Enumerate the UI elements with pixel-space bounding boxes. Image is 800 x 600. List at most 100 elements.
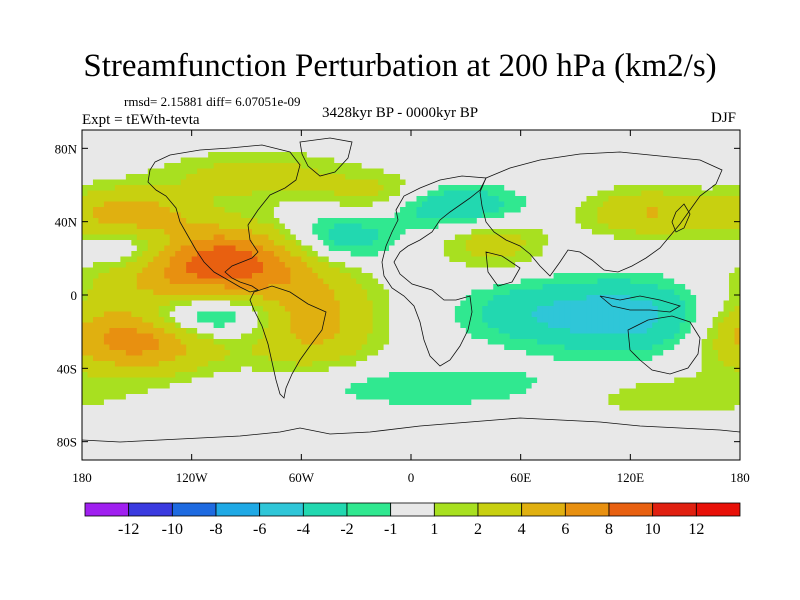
field-cell bbox=[268, 212, 275, 219]
field-cell bbox=[186, 311, 193, 318]
field-cell bbox=[685, 289, 692, 296]
field-cell bbox=[306, 311, 313, 318]
field-cell bbox=[685, 306, 692, 313]
field-cell bbox=[427, 168, 434, 175]
field-cell bbox=[120, 245, 127, 252]
field-cell bbox=[553, 223, 560, 230]
field-cell bbox=[723, 262, 730, 269]
field-cell bbox=[476, 311, 483, 318]
field-cell bbox=[526, 289, 533, 296]
field-cell bbox=[394, 179, 401, 186]
field-cell bbox=[175, 333, 182, 340]
field-cell bbox=[208, 289, 215, 296]
field-cell bbox=[164, 207, 171, 214]
field-cell bbox=[246, 207, 253, 214]
field-cell bbox=[339, 218, 346, 225]
field-cell bbox=[383, 256, 390, 263]
field-cell bbox=[586, 251, 593, 258]
field-cell bbox=[712, 157, 719, 164]
field-cell bbox=[679, 229, 686, 236]
field-cell bbox=[515, 317, 522, 324]
field-cell bbox=[147, 289, 154, 296]
field-cell bbox=[679, 273, 686, 280]
field-cell bbox=[98, 328, 105, 335]
field-cell bbox=[235, 295, 242, 302]
field-cell bbox=[438, 256, 445, 263]
field-cell bbox=[114, 355, 121, 362]
field-cell bbox=[701, 278, 708, 285]
field-cell bbox=[109, 201, 116, 208]
field-cell bbox=[158, 289, 165, 296]
field-cell bbox=[493, 311, 500, 318]
field-cell bbox=[262, 223, 270, 230]
field-cell bbox=[652, 267, 659, 274]
field-cell bbox=[509, 190, 516, 197]
field-cell bbox=[103, 185, 111, 192]
field-cell bbox=[400, 262, 407, 269]
field-cell bbox=[427, 179, 434, 186]
field-cell bbox=[136, 350, 143, 357]
field-cell bbox=[125, 328, 132, 335]
field-cell bbox=[718, 229, 725, 236]
field-cell bbox=[92, 328, 100, 335]
field-cell bbox=[262, 212, 270, 219]
field-cell bbox=[476, 251, 483, 258]
field-cell bbox=[531, 157, 538, 164]
field-cell bbox=[685, 284, 692, 291]
field-cell bbox=[427, 300, 434, 307]
field-cell bbox=[87, 179, 94, 186]
field-cell bbox=[570, 135, 577, 142]
field-cell bbox=[526, 130, 533, 137]
field-cell bbox=[213, 295, 220, 302]
field-cell bbox=[509, 300, 516, 307]
field-cell bbox=[246, 289, 253, 296]
field-cell bbox=[734, 157, 740, 164]
field-cell bbox=[306, 212, 313, 219]
field-cell bbox=[520, 163, 527, 170]
field-cell bbox=[509, 284, 516, 291]
field-cell bbox=[460, 174, 467, 181]
field-cell bbox=[734, 174, 740, 181]
field-cell bbox=[147, 245, 154, 252]
field-cell bbox=[142, 234, 149, 241]
field-cell bbox=[175, 234, 182, 241]
field-cell bbox=[668, 339, 675, 346]
field-cell bbox=[460, 278, 467, 285]
field-cell bbox=[657, 130, 664, 137]
field-cell bbox=[284, 196, 291, 203]
field-cell bbox=[131, 240, 138, 247]
field-cell bbox=[657, 218, 664, 225]
field-cell bbox=[591, 146, 599, 153]
field-cell bbox=[268, 234, 275, 241]
field-cell bbox=[257, 240, 264, 247]
field-cell bbox=[657, 234, 664, 241]
field-cell bbox=[443, 190, 450, 197]
field-cell bbox=[268, 223, 275, 230]
field-cell bbox=[169, 306, 176, 313]
field-cell bbox=[493, 300, 500, 307]
field-cell bbox=[219, 218, 226, 225]
field-cell bbox=[613, 267, 620, 274]
field-cell bbox=[690, 300, 697, 307]
field-cell bbox=[575, 229, 582, 236]
field-cell bbox=[619, 251, 626, 258]
field-cell bbox=[241, 196, 248, 203]
field-cell bbox=[586, 146, 593, 153]
field-cell bbox=[674, 251, 681, 258]
field-cell bbox=[367, 355, 374, 362]
field-cell bbox=[668, 344, 675, 351]
field-cell bbox=[241, 289, 248, 296]
field-cell bbox=[696, 130, 703, 137]
field-cell bbox=[273, 289, 280, 296]
field-cell bbox=[257, 322, 264, 329]
field-cell bbox=[641, 306, 648, 313]
field-cell bbox=[125, 163, 132, 170]
field-cell bbox=[394, 300, 401, 307]
field-cell bbox=[345, 190, 352, 197]
field-cell bbox=[208, 284, 215, 291]
field-cell bbox=[586, 350, 593, 357]
field-cell bbox=[624, 141, 631, 148]
field-cell bbox=[257, 190, 264, 197]
field-cell bbox=[394, 311, 401, 318]
field-cell bbox=[268, 328, 275, 335]
